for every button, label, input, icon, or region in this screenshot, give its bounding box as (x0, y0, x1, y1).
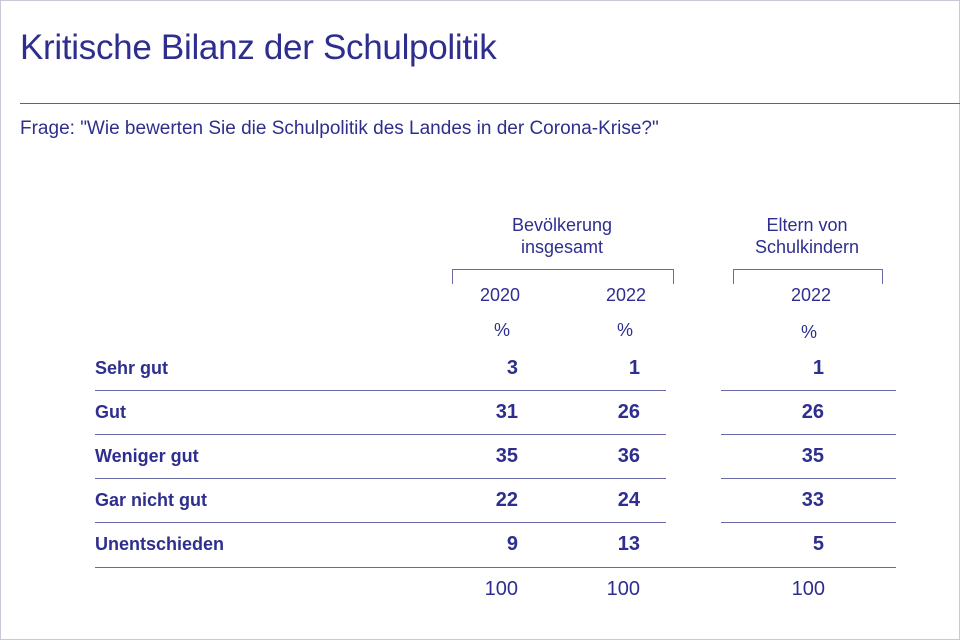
cell-sehr-gut-2022: 1 (628, 357, 640, 379)
column-year-2: 2022 (605, 285, 646, 305)
cell-gut-2020: 31 (495, 401, 518, 423)
row-label-sehr-gut: Sehr gut (95, 358, 169, 378)
total-eltern: 100 (791, 578, 825, 600)
row-divider (95, 522, 666, 523)
group-header-population-line1: Bevölkerung (511, 215, 613, 235)
title-divider (20, 103, 960, 104)
cell-gut-eltern: 26 (801, 401, 824, 423)
row-label-weniger-gut: Weniger gut (95, 446, 199, 466)
row-divider (95, 434, 666, 435)
row-label-gut: Gut (95, 402, 126, 422)
row-divider (95, 478, 666, 479)
row-divider (721, 478, 896, 479)
group-header-population-line2: insgesamt (520, 237, 604, 257)
row-label-unentschieden: Unentschieden (95, 534, 225, 554)
group-header-parents: Eltern von Schulkindern (733, 214, 881, 258)
row-divider (721, 522, 896, 523)
group-bracket-population (452, 269, 674, 284)
cell-gar-nicht-gut-eltern: 33 (801, 489, 824, 511)
cell-weniger-gut-eltern: 35 (801, 445, 824, 467)
group-header-parents-line2: Schulkindern (754, 237, 860, 257)
totals-divider (95, 567, 896, 568)
cell-unentschieden-2020: 9 (506, 533, 518, 555)
group-header-parents-line1: Eltern von (766, 215, 848, 235)
column-unit-2: % (616, 320, 633, 340)
column-unit-3: % (800, 322, 817, 342)
cell-sehr-gut-2020: 3 (506, 357, 518, 379)
cell-weniger-gut-2022: 36 (617, 445, 640, 467)
group-header-population: Bevölkerung insgesamt (452, 214, 672, 258)
cell-unentschieden-2022: 13 (617, 533, 640, 555)
row-divider (721, 390, 896, 391)
cell-unentschieden-eltern: 5 (812, 533, 824, 555)
total-2022: 100 (606, 578, 640, 600)
cell-gar-nicht-gut-2020: 22 (495, 489, 518, 511)
row-divider (721, 434, 896, 435)
column-year-1: 2020 (479, 285, 520, 305)
column-unit-1: % (493, 320, 510, 340)
page-title: Kritische Bilanz der Schulpolitik (20, 28, 497, 67)
cell-sehr-gut-eltern: 1 (812, 357, 824, 379)
total-2020: 100 (484, 578, 518, 600)
cell-weniger-gut-2020: 35 (495, 445, 518, 467)
cell-gar-nicht-gut-2022: 24 (617, 489, 640, 511)
row-divider (95, 390, 666, 391)
row-label-gar-nicht-gut: Gar nicht gut (95, 490, 207, 510)
question-text: Frage: "Wie bewerten Sie die Schulpoliti… (20, 118, 659, 139)
cell-gut-2022: 26 (617, 401, 640, 423)
column-year-3: 2022 (790, 285, 831, 305)
group-bracket-parents (733, 269, 883, 284)
